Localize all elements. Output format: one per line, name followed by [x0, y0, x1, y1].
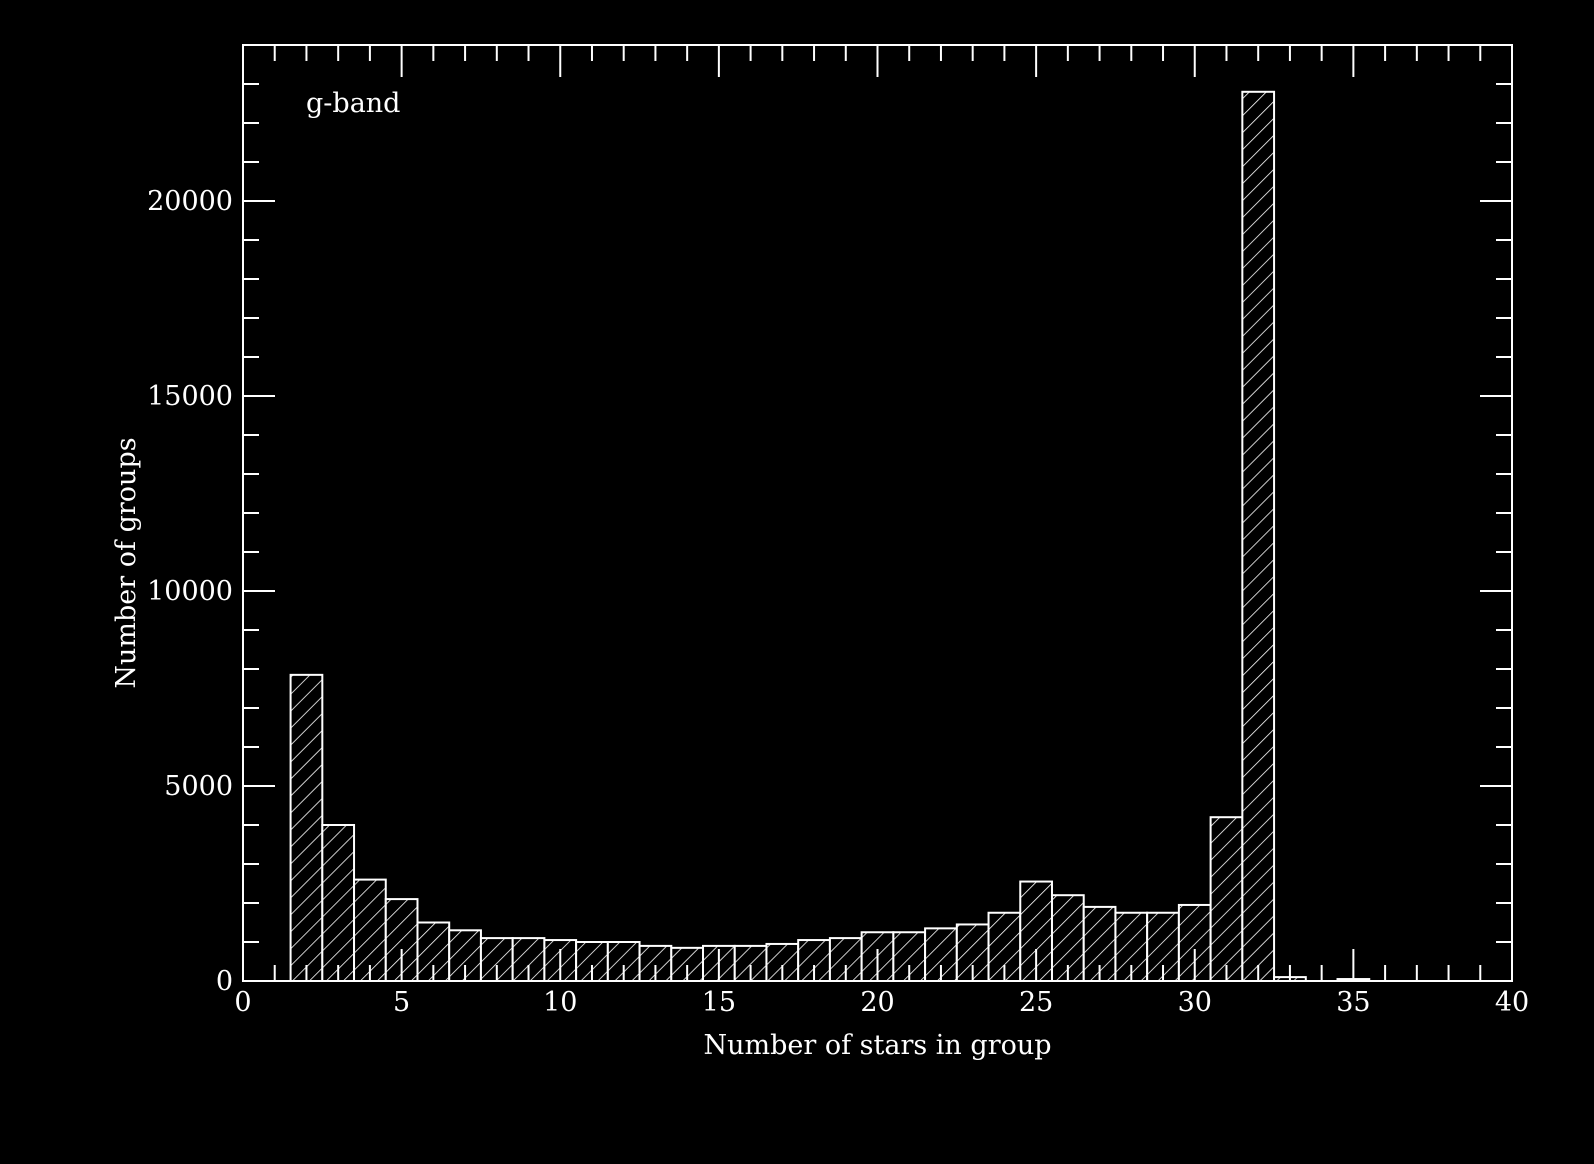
histogram-bars: [289, 90, 1371, 983]
x-tick-label: 10: [543, 987, 577, 1018]
y-tick-label: 15000: [147, 381, 233, 412]
y-tick-labels: 0 5000 10000 15000 20000: [147, 186, 233, 997]
x-tick-label: 20: [860, 987, 894, 1018]
histogram-bar: [1241, 90, 1276, 983]
histogram-bar: [511, 937, 546, 982]
y-tick-label: 5000: [164, 771, 233, 802]
histogram-bar: [321, 824, 356, 982]
x-axis-label: Number of stars in group: [703, 1030, 1051, 1061]
histogram-bar: [353, 878, 387, 982]
x-tick-label: 15: [702, 987, 736, 1018]
y-tick-label: 0: [216, 966, 233, 997]
band-annotation: g-band: [306, 88, 400, 119]
histogram-bar: [1209, 816, 1244, 983]
histogram-bar: [289, 673, 324, 982]
x-tick-label: 40: [1495, 987, 1529, 1018]
x-tick-label: 0: [234, 987, 251, 1018]
y-axis-label: Number of groups: [111, 437, 142, 688]
y-tick-label: 20000: [147, 186, 233, 217]
x-tick-labels: 0 5 10 15 20 25 30 35 40: [234, 987, 1529, 1018]
y-tick-label: 10000: [147, 576, 233, 607]
x-tick-label: 35: [1336, 987, 1370, 1018]
x-tick-label: 25: [1019, 987, 1053, 1018]
x-tick-label: 30: [1178, 987, 1212, 1018]
plot-frame: [242, 44, 1513, 982]
x-tick-label: 5: [393, 987, 410, 1018]
